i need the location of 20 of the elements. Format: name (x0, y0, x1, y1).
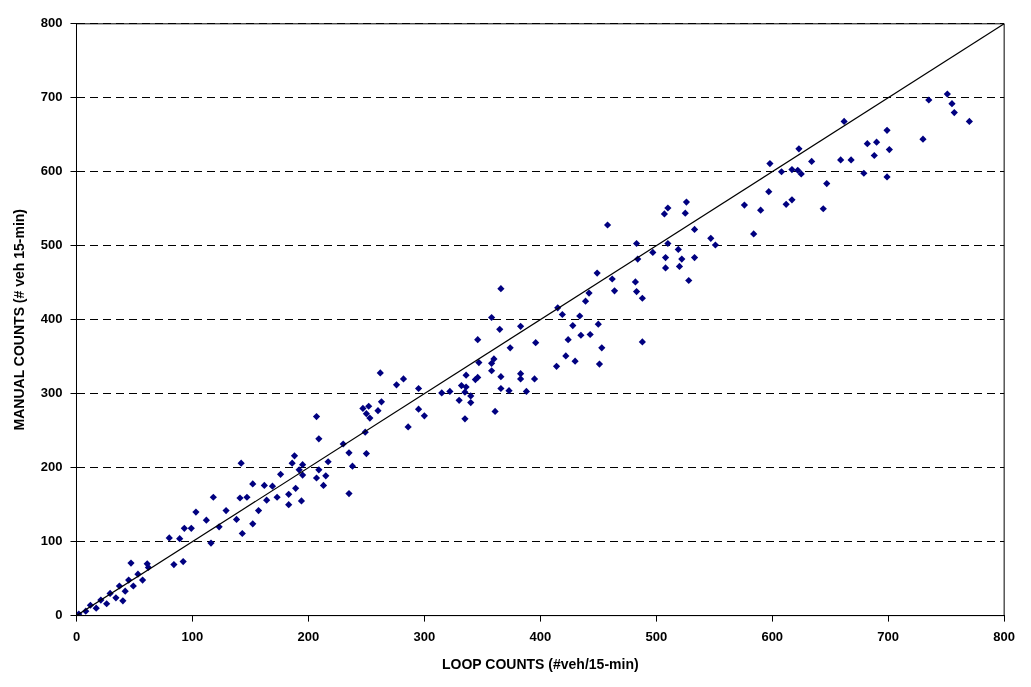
x-tick-label: 400 (529, 628, 552, 644)
y-tick-label: 800 (40, 15, 63, 31)
x-tick-label: 600 (761, 628, 784, 644)
y-tick-label: 200 (40, 459, 63, 475)
y-tick-label: 400 (40, 311, 63, 327)
x-axis-title: LOOP COUNTS (#veh/15-min) (442, 656, 639, 673)
y-tick-label: 100 (40, 533, 63, 549)
x-tick-label: 100 (181, 628, 204, 644)
y-tick-label: 500 (40, 237, 63, 253)
y-tick-label: 300 (40, 385, 63, 401)
x-tick-label: 0 (72, 628, 81, 644)
y-tick-label: 600 (40, 163, 63, 179)
x-tick-label: 700 (877, 628, 900, 644)
x-tick-label: 200 (297, 628, 320, 644)
x-tick-label: 500 (645, 628, 668, 644)
y-axis-title: MANUAL COUNTS (# veh 15-min) (11, 208, 28, 431)
x-tick-label: 800 (993, 628, 1016, 644)
x-tick-label: 300 (413, 628, 436, 644)
y-tick-label: 0 (55, 607, 63, 623)
y-tick-label: 700 (40, 89, 63, 105)
